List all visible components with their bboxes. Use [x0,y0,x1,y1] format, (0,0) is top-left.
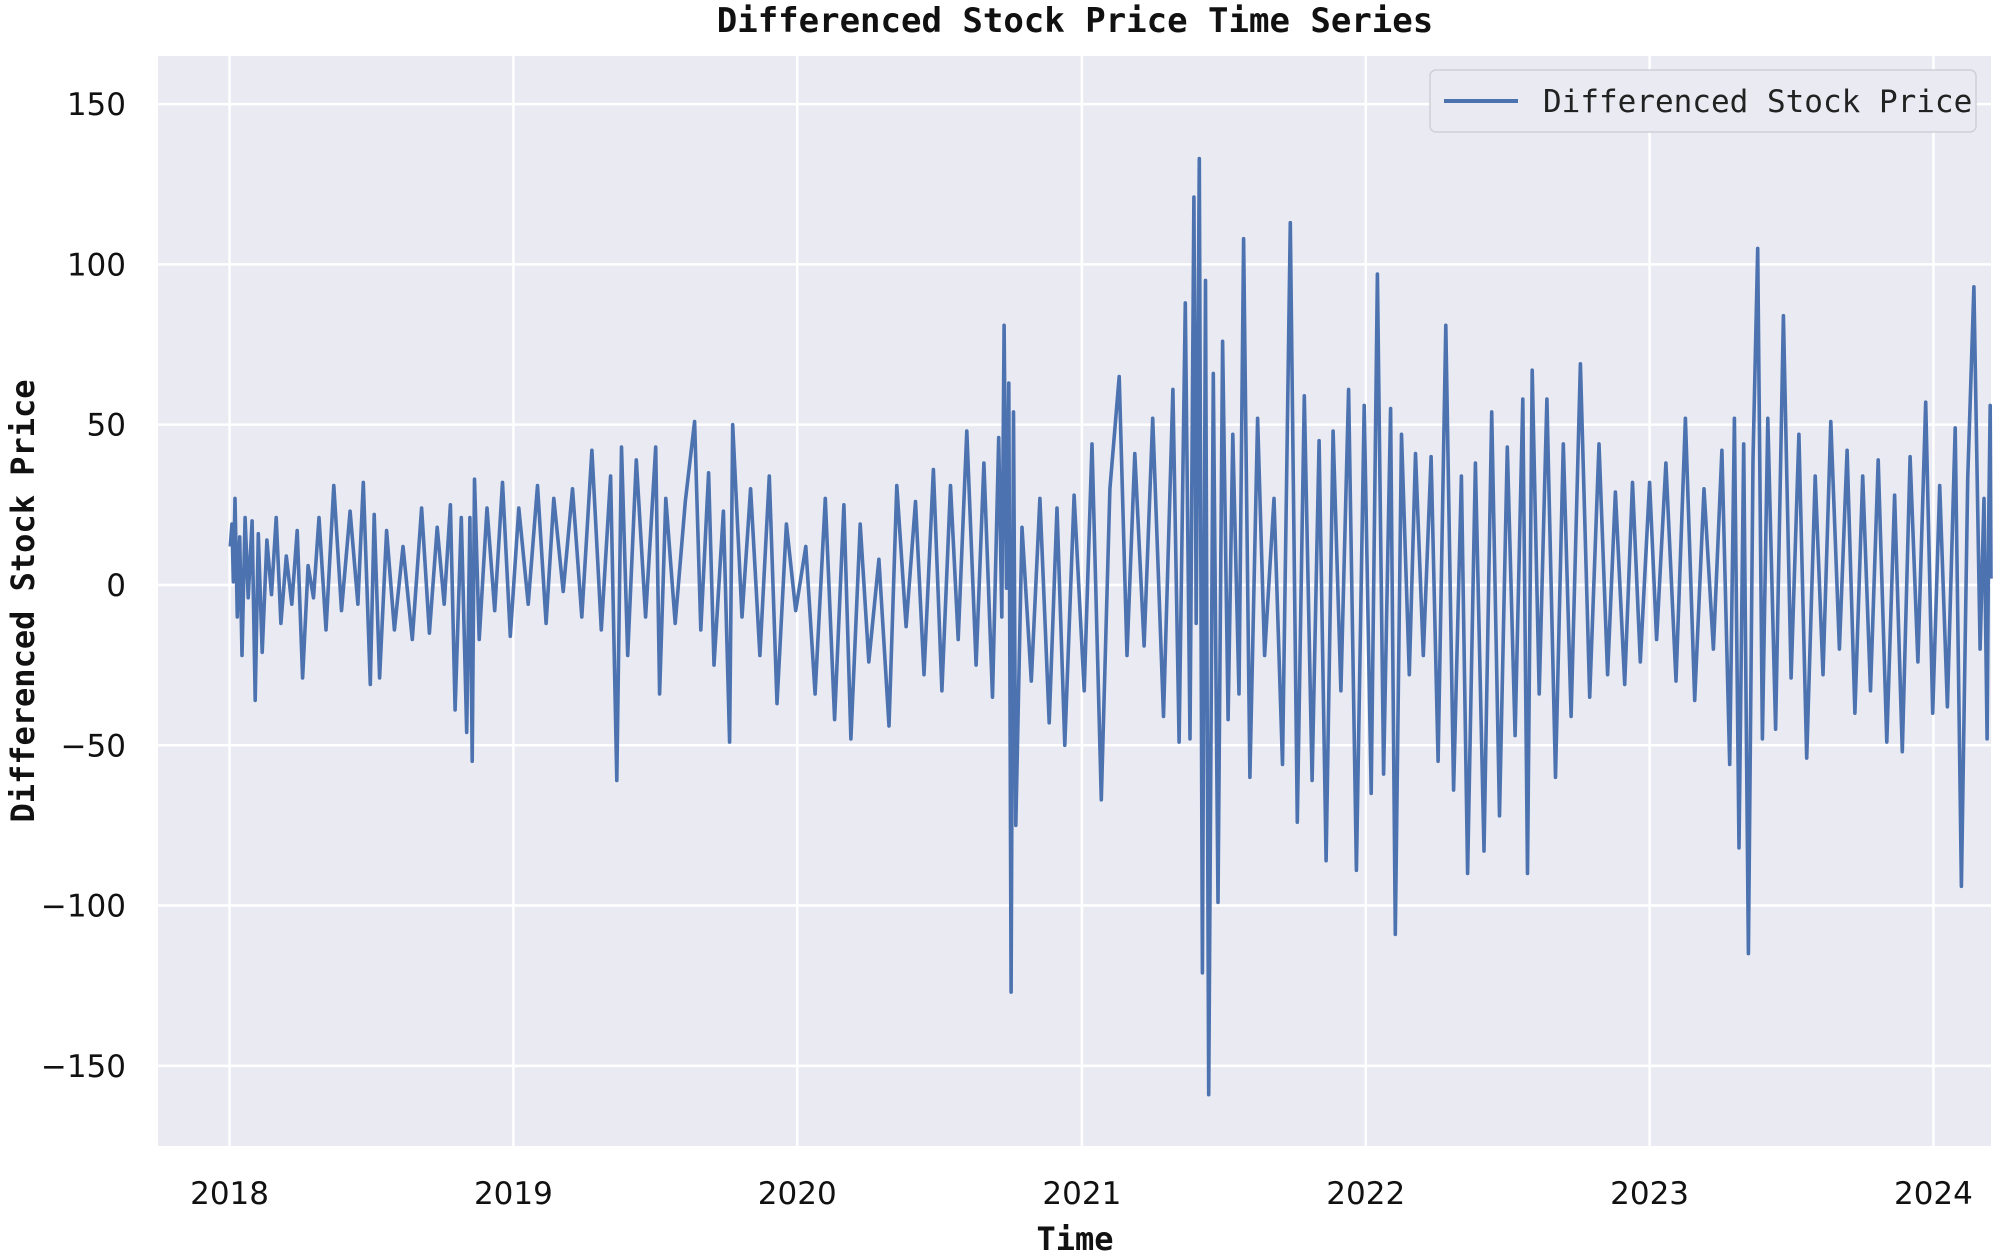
y-tick-label: 150 [67,87,126,123]
x-tick-label: 2022 [1326,1176,1405,1212]
legend-box [1429,69,1977,133]
x-axis-label: Time [1036,1220,1113,1258]
y-tick-label: 50 [87,408,126,444]
x-tick-label: 2018 [190,1176,269,1212]
legend-label: Differenced Stock Price [1543,84,1972,120]
series-group [228,156,1993,1097]
y-tick-label: 100 [67,247,126,283]
legend: Differenced Stock Price [1429,69,1977,133]
tick-labels: 2018 2019 2020 2021 2022 2023 2024 150 100 50 0 −50… [41,87,1973,1212]
x-tick-label: 2021 [1042,1176,1121,1212]
x-tick-label: 2024 [1894,1176,1973,1212]
x-tick-label: 2023 [1610,1176,1689,1212]
y-axis-label: Differenced Stock Price [4,379,42,822]
y-tick-label: −50 [61,728,126,764]
y-tick-label: −150 [41,1049,126,1085]
x-tick-label: 2019 [474,1176,553,1212]
series-line [228,156,1993,1097]
y-tick-label: 0 [106,568,126,604]
chart-title: Differenced Stock Price Time Series [717,1,1433,41]
x-tick-label: 2020 [758,1176,837,1212]
y-tick-label: −100 [41,889,126,925]
